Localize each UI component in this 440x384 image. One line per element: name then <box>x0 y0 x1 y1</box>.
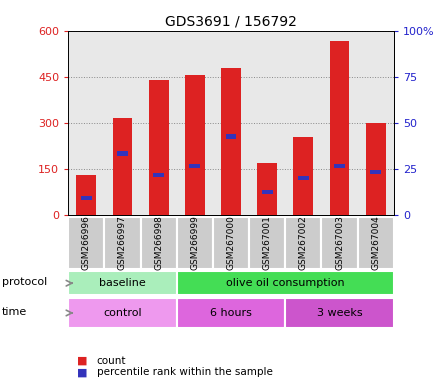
Bar <box>68 298 177 328</box>
Text: count: count <box>97 356 126 366</box>
Text: GSM267004: GSM267004 <box>371 215 380 270</box>
Bar <box>113 118 132 215</box>
Text: ■: ■ <box>77 356 88 366</box>
Bar <box>153 173 164 177</box>
Bar <box>149 80 169 215</box>
Bar <box>366 123 386 215</box>
Bar <box>68 217 104 269</box>
Bar <box>322 217 358 269</box>
Text: GSM267000: GSM267000 <box>227 215 235 270</box>
Bar <box>81 196 92 200</box>
Text: time: time <box>2 307 27 317</box>
Text: GSM266996: GSM266996 <box>82 215 91 270</box>
Bar <box>285 217 322 269</box>
Bar <box>334 164 345 168</box>
Text: control: control <box>103 308 142 318</box>
Text: olive oil consumption: olive oil consumption <box>226 278 345 288</box>
Bar <box>77 175 96 215</box>
Bar <box>249 217 285 269</box>
Bar <box>221 68 241 215</box>
Text: 3 weeks: 3 weeks <box>317 308 363 318</box>
Bar <box>189 164 200 168</box>
Text: 6 hours: 6 hours <box>210 308 252 318</box>
Bar <box>358 217 394 269</box>
Bar <box>262 190 273 194</box>
Text: protocol: protocol <box>2 277 48 287</box>
Bar <box>257 163 277 215</box>
Bar <box>298 176 309 180</box>
Title: GDS3691 / 156792: GDS3691 / 156792 <box>165 14 297 28</box>
Bar <box>330 41 349 215</box>
Text: GSM266998: GSM266998 <box>154 215 163 270</box>
Bar <box>285 298 394 328</box>
Bar <box>293 137 313 215</box>
Bar <box>213 217 249 269</box>
Bar <box>177 217 213 269</box>
Bar <box>177 271 394 295</box>
Bar <box>177 298 285 328</box>
Bar <box>370 170 381 174</box>
Text: GSM267002: GSM267002 <box>299 215 308 270</box>
Bar <box>226 134 236 139</box>
Text: GSM266997: GSM266997 <box>118 215 127 270</box>
Text: GSM266999: GSM266999 <box>191 215 199 270</box>
Text: GSM267003: GSM267003 <box>335 215 344 270</box>
Bar <box>185 75 205 215</box>
Bar <box>104 217 140 269</box>
Bar <box>140 217 177 269</box>
Text: GSM267001: GSM267001 <box>263 215 271 270</box>
Bar <box>117 151 128 156</box>
Text: percentile rank within the sample: percentile rank within the sample <box>97 367 273 377</box>
Text: baseline: baseline <box>99 278 146 288</box>
Bar <box>68 271 177 295</box>
Text: ■: ■ <box>77 367 88 377</box>
